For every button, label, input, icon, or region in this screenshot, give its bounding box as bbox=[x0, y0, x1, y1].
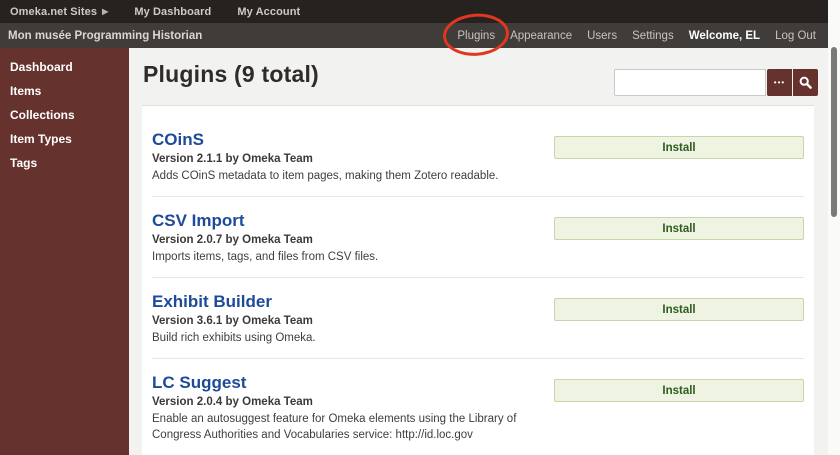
scrollbar-track[interactable] bbox=[828, 0, 840, 455]
ellipsis-icon: ••• bbox=[773, 78, 786, 87]
sidebar-item-collections[interactable]: Collections bbox=[10, 108, 75, 122]
install-button-exhibit-builder[interactable]: Install bbox=[554, 298, 804, 321]
omeka-sites-label: Omeka.net Sites bbox=[10, 5, 98, 18]
sidebar-item-dashboard[interactable]: Dashboard bbox=[10, 60, 73, 74]
plugin-link-exhibit-builder[interactable]: Exhibit Builder bbox=[152, 292, 272, 311]
plugin-row-csv-import: CSV Import Version 2.0.7 by Omeka Team I… bbox=[152, 197, 804, 278]
search-submit-button[interactable] bbox=[793, 69, 818, 96]
logout-link[interactable]: Log Out bbox=[775, 29, 816, 42]
sidebar-item-items[interactable]: Items bbox=[10, 84, 42, 98]
install-button-csv-import[interactable]: Install bbox=[554, 217, 804, 240]
plugin-info: Exhibit Builder Version 3.6.1 by Omeka T… bbox=[152, 292, 316, 346]
search-icon bbox=[799, 76, 812, 89]
plugin-link-coins[interactable]: COinS bbox=[152, 130, 204, 149]
nav-plugins[interactable]: Plugins bbox=[441, 10, 511, 58]
plugin-version: Version 3.6.1 by Omeka Team bbox=[152, 315, 313, 327]
nav-plugins-label: Plugins bbox=[457, 29, 496, 42]
sidebar-item-item-types[interactable]: Item Types bbox=[10, 132, 72, 146]
plugin-row-lc-suggest: LC Suggest Version 2.0.4 by Omeka Team E… bbox=[152, 359, 804, 455]
plugin-description: Enable an autosuggest feature for Omeka … bbox=[152, 413, 517, 441]
plugin-link-lc-suggest[interactable]: LC Suggest bbox=[152, 373, 247, 392]
plugin-search: ••• bbox=[614, 69, 818, 96]
my-account-link[interactable]: My Account bbox=[237, 5, 301, 18]
site-title[interactable]: Mon musée Programming Historian bbox=[8, 29, 203, 42]
scrollbar-thumb[interactable] bbox=[831, 47, 837, 217]
admin-nav: Plugins Appearance Users Settings Welcom… bbox=[441, 10, 840, 58]
caret-right-icon: ▶ bbox=[102, 6, 109, 16]
plugin-version: Version 2.1.1 by Omeka Team bbox=[152, 153, 313, 165]
search-options-button[interactable]: ••• bbox=[767, 69, 792, 96]
sidebar-item-tags[interactable]: Tags bbox=[10, 156, 38, 170]
plugin-row-exhibit-builder: Exhibit Builder Version 3.6.1 by Omeka T… bbox=[152, 278, 804, 359]
plugin-description: Adds COinS metadata to item pages, makin… bbox=[152, 170, 499, 182]
search-input[interactable] bbox=[614, 69, 766, 96]
plugin-link-csv-import[interactable]: CSV Import bbox=[152, 211, 245, 230]
plugin-version: Version 2.0.7 by Omeka Team bbox=[152, 234, 313, 246]
nav-users[interactable]: Users bbox=[587, 29, 618, 42]
plugin-description: Imports items, tags, and files from CSV … bbox=[152, 251, 379, 263]
nav-appearance[interactable]: Appearance bbox=[510, 29, 573, 42]
omeka-sites-menu[interactable]: Omeka.net Sites ▶ bbox=[10, 6, 108, 18]
my-dashboard-link[interactable]: My Dashboard bbox=[134, 5, 212, 18]
plugin-version: Version 2.0.4 by Omeka Team bbox=[152, 396, 313, 408]
sidebar: Dashboard Items Collections Item Types T… bbox=[0, 48, 129, 455]
page-title: Plugins (9 total) bbox=[143, 61, 319, 87]
plugin-info: CSV Import Version 2.0.7 by Omeka Team I… bbox=[152, 211, 378, 265]
plugin-list: COinS Version 2.1.1 by Omeka Team Adds C… bbox=[142, 105, 814, 455]
admin-bar: Mon musée Programming Historian Plugins … bbox=[0, 10, 840, 58]
omeka-top-bar: Omeka.net Sites ▶ My Dashboard My Accoun… bbox=[0, 0, 840, 23]
plugin-row-coins: COinS Version 2.1.1 by Omeka Team Adds C… bbox=[152, 116, 804, 197]
main-content: Plugins (9 total) ••• COinS Version 2.1.… bbox=[129, 48, 840, 455]
install-button-coins[interactable]: Install bbox=[554, 136, 804, 159]
plugin-description: Build rich exhibits using Omeka. bbox=[152, 332, 316, 344]
install-button-lc-suggest[interactable]: Install bbox=[554, 379, 804, 402]
nav-settings[interactable]: Settings bbox=[632, 29, 674, 42]
plugin-info: LC Suggest Version 2.0.4 by Omeka Team E… bbox=[152, 373, 552, 443]
plugin-info: COinS Version 2.1.1 by Omeka Team Adds C… bbox=[152, 130, 498, 184]
welcome-user-link[interactable]: Welcome, EL bbox=[688, 29, 761, 42]
